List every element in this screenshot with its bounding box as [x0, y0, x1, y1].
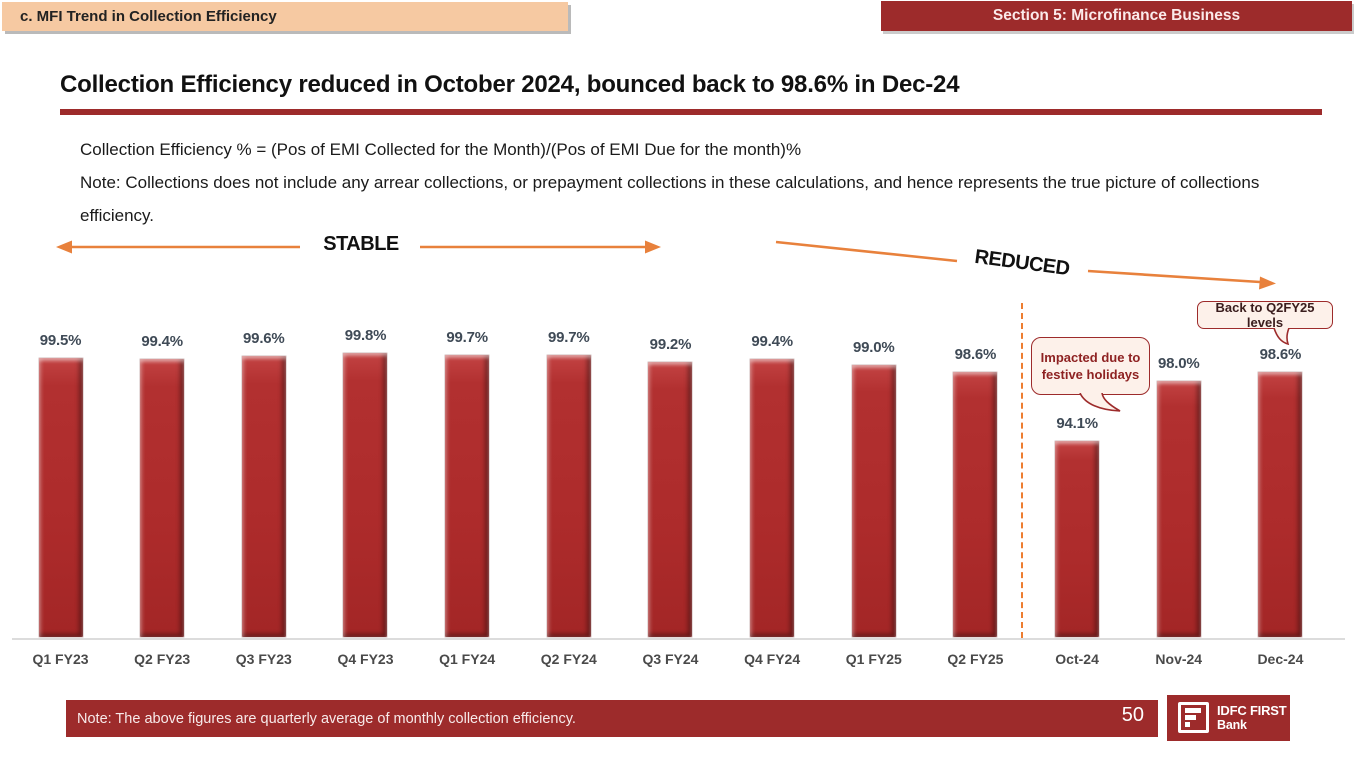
oct-callout-line2: festive holidays — [1041, 367, 1140, 382]
x-axis-label: Q3 FY24 — [642, 651, 699, 667]
bar-q4-fy23 — [342, 352, 389, 638]
bar-q4-fy24 — [749, 358, 796, 638]
dec-callout-bubble: Back to Q2FY25 levels — [1197, 300, 1333, 330]
bar-q1-fy24 — [444, 354, 491, 638]
bar-q1-fy23 — [37, 357, 84, 638]
bar-value-label: 98.6% — [954, 346, 997, 363]
x-axis-label: Nov-24 — [1155, 651, 1203, 667]
x-axis-label: Q1 FY24 — [439, 651, 496, 667]
formula-text: Collection Efficiency % = (Pos of EMI Co… — [80, 140, 802, 159]
x-axis-label: Q2 FY24 — [540, 651, 597, 667]
logo-line1: IDFC FIRST — [1217, 703, 1287, 718]
footer-note-bar: Note: The above figures are quarterly av… — [66, 700, 1158, 737]
dec-callout-text: Back to Q2FY25 levels — [1215, 300, 1315, 330]
oct-callout-bubble: Impacted due to festive holidays — [1031, 337, 1150, 395]
bar-value-label: 98.6% — [1259, 346, 1302, 363]
x-axis-label: Q2 FY23 — [134, 651, 191, 667]
stable-annotation: STABLE — [323, 233, 399, 255]
quarterly-monthly-separator — [1021, 303, 1023, 638]
x-axis-label: Q4 FY24 — [744, 651, 801, 667]
oct-callout-line1: Impacted due to — [1040, 350, 1141, 365]
x-axis-label: Q1 FY25 — [845, 651, 902, 667]
x-axis-label: Q3 FY23 — [235, 651, 292, 667]
bar-oct-24 — [1054, 440, 1101, 638]
x-axis-label: Q2 FY25 — [947, 651, 1004, 667]
x-axis-label: Dec-24 — [1257, 651, 1304, 667]
x-axis-label: Q4 FY23 — [337, 651, 394, 667]
dec-callout-tail — [1273, 328, 1290, 346]
idfc-logo-icon — [1178, 702, 1209, 733]
tab-label: c. MFI Trend in Collection Efficiency — [20, 8, 277, 25]
bar-value-label: 99.8% — [344, 327, 387, 344]
page-number: 50 — [1121, 704, 1144, 726]
bar-value-label: 99.6% — [243, 330, 285, 347]
bank-logo-block: IDFC FIRST Bank — [1167, 695, 1290, 741]
bar-dec-24 — [1257, 371, 1304, 638]
bar-q2-fy24 — [545, 354, 592, 638]
x-axis-line — [12, 638, 1345, 640]
bank-logo-text: IDFC FIRST Bank — [1217, 703, 1287, 733]
footer-note: Note: The above figures are quarterly av… — [77, 710, 576, 727]
bar-q2-fy25 — [952, 371, 999, 638]
oct-callout-tail — [1079, 393, 1121, 412]
x-axis-label: Q1 FY23 — [32, 651, 89, 667]
bar-q1-fy25 — [850, 364, 897, 638]
trend-arrows — [56, 240, 1276, 290]
bar-value-label: 99.0% — [852, 339, 895, 356]
x-axis-label: Oct-24 — [1055, 651, 1099, 667]
bar-value-label: 99.7% — [446, 329, 488, 346]
bar-value-label: 99.2% — [649, 336, 692, 353]
bar-value-label: 99.5% — [39, 332, 82, 349]
title-underline — [60, 109, 1322, 115]
bar-value-label: 99.4% — [141, 333, 183, 350]
bar-q2-fy23 — [139, 358, 186, 638]
note-text: Note: Collections does not include any a… — [80, 173, 1260, 225]
bar-value-label: 98.0% — [1157, 355, 1200, 372]
bar-nov-24 — [1155, 380, 1202, 638]
slide-tab-banner: c. MFI Trend in Collection Efficiency — [2, 2, 568, 31]
bar-value-label: 94.1% — [1056, 415, 1098, 432]
bar-value-label: 99.7% — [548, 329, 590, 346]
page-title: Collection Efficiency reduced in October… — [60, 71, 960, 98]
section-label: Section 5: Microfinance Business — [992, 7, 1241, 24]
description-block: Collection Efficiency % = (Pos of EMI Co… — [80, 133, 1295, 232]
logo-line2: Bank — [1217, 718, 1247, 732]
bar-q3-fy23 — [240, 355, 287, 638]
bar-value-label: 99.4% — [751, 333, 793, 350]
section-banner: Section 5: Microfinance Business — [881, 1, 1352, 31]
bar-q3-fy24 — [647, 361, 694, 638]
